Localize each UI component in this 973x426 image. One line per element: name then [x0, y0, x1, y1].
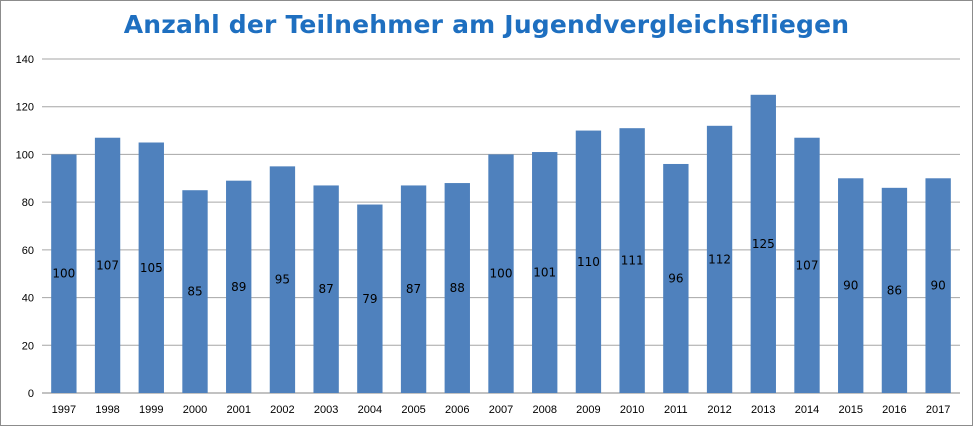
data-label: 79	[362, 292, 377, 306]
x-tick-label: 2001	[226, 404, 250, 416]
bar	[794, 137, 820, 393]
data-label: 85	[187, 285, 202, 299]
data-label: 125	[752, 237, 775, 251]
data-label: 111	[621, 254, 644, 268]
bar	[138, 142, 164, 393]
data-label: 100	[490, 267, 513, 281]
data-label: 107	[96, 258, 119, 272]
data-label: 96	[668, 271, 683, 285]
bar	[619, 128, 645, 393]
x-tick-label: 2009	[576, 404, 600, 416]
data-label: 110	[577, 255, 600, 269]
x-tick-label: 2016	[882, 404, 906, 416]
bar	[575, 130, 602, 394]
x-tick-label: 2002	[270, 404, 294, 416]
data-label: 88	[450, 281, 465, 295]
y-tick-label: 60	[22, 245, 34, 257]
x-tick-label: 1999	[139, 404, 163, 416]
data-label: 87	[319, 282, 334, 296]
bar	[182, 190, 208, 393]
data-label: 100	[52, 267, 75, 281]
x-tick-label: 2012	[707, 404, 731, 416]
y-tick-label: 0	[28, 388, 34, 400]
bar	[663, 163, 689, 393]
y-tick-label: 40	[22, 293, 34, 305]
bar	[51, 154, 77, 393]
bar	[400, 185, 427, 393]
bar	[313, 185, 339, 393]
bar	[881, 187, 908, 393]
x-tick-label: 2006	[445, 404, 469, 416]
x-tick-label: 2013	[751, 404, 775, 416]
data-label: 105	[140, 261, 163, 275]
bar	[488, 154, 514, 393]
chart-title: Anzahl der Teilnehmer am Jugendvergleich…	[123, 10, 850, 39]
bar	[357, 204, 383, 393]
y-tick-label: 20	[22, 340, 34, 352]
x-tick-label: 2007	[489, 404, 513, 416]
y-tick-label: 80	[22, 197, 34, 209]
y-tick-label: 100	[16, 149, 34, 161]
data-label: 95	[275, 273, 290, 287]
bar	[94, 137, 121, 393]
x-tick-label: 2010	[620, 404, 644, 416]
data-label: 90	[843, 279, 858, 293]
bar	[750, 94, 776, 394]
x-tick-label: 2005	[401, 404, 425, 416]
x-tick-label: 2015	[838, 404, 862, 416]
data-label: 89	[231, 280, 246, 294]
data-label: 86	[887, 283, 902, 297]
bar	[444, 183, 470, 393]
bar	[532, 152, 558, 393]
data-label: 90	[931, 279, 946, 293]
x-tick-label: 2008	[532, 404, 556, 416]
x-tick-label: 2000	[183, 404, 207, 416]
data-label: 107	[796, 258, 819, 272]
bar	[269, 166, 296, 393]
x-tick-label: 1997	[52, 404, 76, 416]
bar	[706, 125, 733, 394]
x-tick-label: 1998	[95, 404, 119, 416]
bar	[226, 180, 252, 393]
y-tick-label: 140	[16, 54, 34, 66]
bar	[925, 178, 951, 393]
x-tick-label: 2017	[926, 404, 950, 416]
x-tick-label: 2014	[795, 404, 819, 416]
data-label: 87	[406, 282, 421, 296]
y-tick-label: 120	[16, 102, 34, 114]
bar	[838, 178, 864, 393]
x-tick-label: 2004	[358, 404, 382, 416]
data-label: 101	[533, 266, 556, 280]
x-tick-label: 2003	[314, 404, 338, 416]
x-tick-label: 2011	[664, 404, 688, 416]
data-label: 112	[708, 252, 731, 266]
